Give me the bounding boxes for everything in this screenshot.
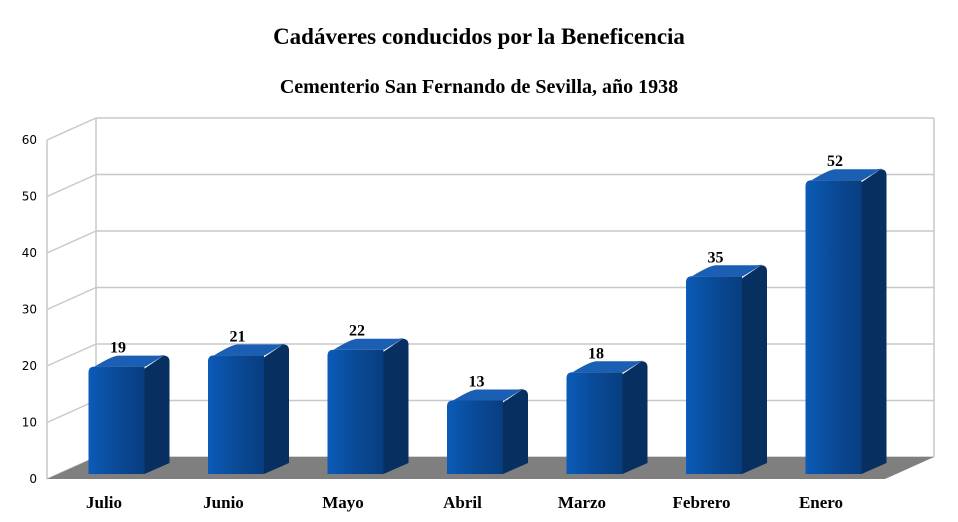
y-tick-label: 20 bbox=[22, 359, 37, 373]
y-tick-label: 50 bbox=[22, 190, 37, 204]
data-label: 19 bbox=[110, 340, 126, 357]
bar-top bbox=[692, 264, 763, 277]
chart-title: Cadáveres conducidos por la Beneficencia bbox=[273, 24, 685, 49]
data-label: 21 bbox=[230, 328, 246, 345]
bar bbox=[805, 168, 887, 474]
gridline-side bbox=[46, 343, 97, 367]
x-tick-label: Febrero bbox=[673, 493, 731, 512]
x-tick-label: Abril bbox=[443, 493, 482, 512]
y-tick-label: 60 bbox=[22, 133, 37, 147]
x-tick-label: Marzo bbox=[558, 493, 606, 512]
x-tick-label: Enero bbox=[799, 493, 843, 512]
bar-top bbox=[94, 355, 165, 367]
bar bbox=[566, 360, 648, 474]
bar-side bbox=[383, 338, 409, 474]
data-label: 52 bbox=[827, 153, 843, 170]
bar-front bbox=[327, 349, 384, 474]
bar-side bbox=[264, 344, 289, 474]
bar-side bbox=[861, 169, 887, 474]
gridline-side bbox=[46, 117, 97, 141]
chart-subtitle: Cementerio San Fernando de Sevilla, año … bbox=[279, 76, 679, 98]
data-label: 35 bbox=[708, 249, 724, 266]
y-axis-ticks: 0 10 20 30 40 50 60 bbox=[22, 133, 37, 486]
y-tick-label: 40 bbox=[22, 246, 37, 260]
bar-front bbox=[805, 180, 862, 474]
bar-top bbox=[811, 168, 882, 181]
gridline-side bbox=[46, 230, 97, 254]
bar-side bbox=[742, 265, 767, 474]
bars bbox=[88, 168, 887, 474]
bar-front bbox=[208, 355, 264, 474]
gridline-side bbox=[46, 173, 97, 198]
bar-front bbox=[566, 372, 623, 474]
bar-top bbox=[214, 343, 285, 356]
bar bbox=[88, 355, 170, 474]
bar-front bbox=[88, 366, 145, 474]
y-tick-label: 10 bbox=[22, 416, 37, 430]
bar-top bbox=[572, 360, 643, 373]
data-labels: 19 21 22 13 18 35 52 bbox=[110, 153, 843, 390]
bar-top bbox=[333, 338, 404, 350]
data-label: 22 bbox=[349, 323, 365, 340]
bar bbox=[327, 338, 409, 474]
y-tick-label: 30 bbox=[22, 303, 37, 317]
x-tick-label: Mayo bbox=[322, 493, 364, 512]
bar bbox=[686, 264, 767, 474]
bar-side bbox=[622, 361, 648, 474]
gridline-side bbox=[46, 399, 97, 424]
bar-top bbox=[453, 389, 524, 401]
bar bbox=[208, 343, 289, 474]
x-axis-labels: Julio Junio Mayo Abril Marzo Febrero Enero bbox=[86, 493, 843, 512]
x-tick-label: Julio bbox=[86, 493, 122, 512]
data-label: 13 bbox=[469, 374, 485, 391]
x-tick-label: Junio bbox=[203, 493, 244, 512]
bar bbox=[447, 389, 528, 474]
bar-front bbox=[686, 276, 742, 474]
data-label: 18 bbox=[588, 345, 604, 362]
gridline-side bbox=[46, 286, 97, 311]
y-tick-label: 0 bbox=[29, 472, 37, 486]
bar-side bbox=[144, 355, 170, 474]
bar-front bbox=[447, 400, 503, 474]
bar-side bbox=[503, 389, 528, 474]
